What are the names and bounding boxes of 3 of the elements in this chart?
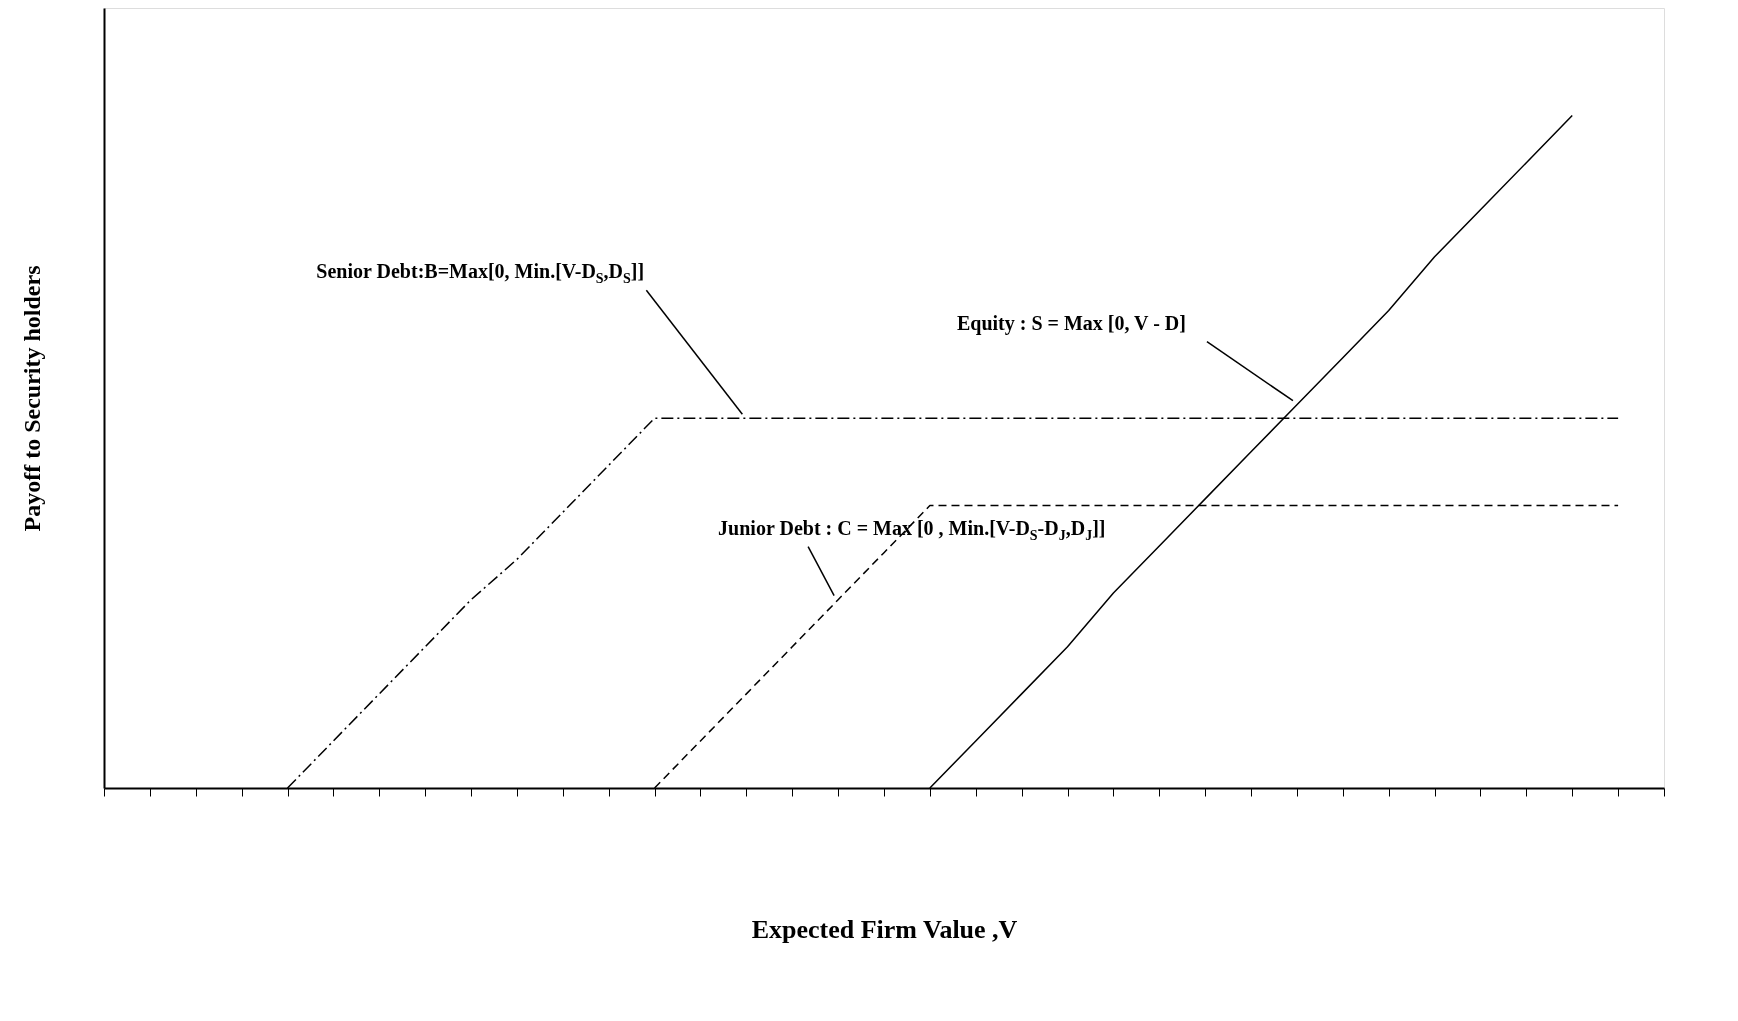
x-axis-title: Expected Firm Value ,V xyxy=(751,915,1018,944)
y-axis-title: Payoff to Security holders xyxy=(18,265,45,532)
annotation: Equity : S = Max [0, V - D] xyxy=(956,311,1186,335)
